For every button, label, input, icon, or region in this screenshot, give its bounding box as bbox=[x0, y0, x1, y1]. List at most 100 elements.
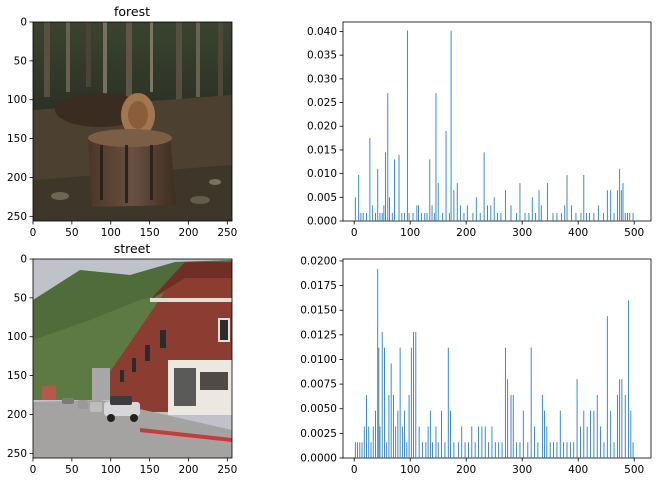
street-hist-xtick-label-0: 0 bbox=[351, 464, 358, 476]
street-hist-bar bbox=[399, 347, 401, 458]
forest-axis-xtick-label-1: 50 bbox=[65, 227, 78, 239]
forest-hist-bar bbox=[483, 152, 485, 221]
street-axis-xtick-label-4: 200 bbox=[178, 464, 198, 476]
street-hist-bar bbox=[359, 442, 361, 458]
forest-hist-bar bbox=[466, 205, 468, 221]
forest-hist-bar bbox=[588, 212, 590, 221]
forest-hist-bar bbox=[575, 212, 577, 221]
forest-hist-bar bbox=[510, 205, 512, 221]
forest-hist-bar bbox=[426, 212, 428, 221]
street-axis-xtick-label-0: 0 bbox=[30, 464, 37, 476]
street-axis-xtick-label-3: 150 bbox=[140, 464, 160, 476]
street-hist-bar bbox=[510, 394, 512, 458]
street-hist-bar bbox=[498, 442, 500, 458]
forest-hist-bar bbox=[627, 212, 628, 221]
forest-hist-bar bbox=[593, 212, 595, 221]
forest-hist-bar bbox=[404, 212, 406, 221]
street-hist-bar bbox=[381, 331, 383, 458]
street-hist-bar bbox=[530, 347, 532, 458]
forest-hist-bar bbox=[366, 212, 367, 221]
street-hist-bar bbox=[593, 410, 595, 458]
street-hist-bar bbox=[549, 442, 551, 458]
street-hist-bar bbox=[501, 442, 503, 458]
street-hist-bar bbox=[544, 410, 546, 458]
forest-hist-bar bbox=[632, 212, 634, 221]
street-hist-ytick-label-1: 0.0025 bbox=[300, 428, 337, 440]
forest-hist-bar bbox=[620, 190, 622, 221]
street-hist-bar bbox=[422, 442, 423, 458]
street-axis-xtick-label-5: 250 bbox=[217, 464, 237, 476]
forest-hist-bar bbox=[418, 205, 420, 221]
forest-hist-bar bbox=[602, 212, 604, 221]
street-hist-bar bbox=[453, 442, 455, 458]
forest-hist-bar bbox=[442, 212, 444, 221]
forest-hist-bar bbox=[552, 212, 554, 221]
forest-hist-bar bbox=[535, 212, 537, 221]
forest-hist-xtick-label-5: 500 bbox=[624, 227, 644, 239]
forest-hist-bar bbox=[412, 212, 414, 221]
street-hist-bar bbox=[519, 442, 521, 458]
street-hist-bar bbox=[569, 442, 571, 458]
forest-hist-ytick-label-8: 0.040 bbox=[307, 26, 337, 38]
street-hist-xtick-label-2: 200 bbox=[456, 464, 476, 476]
forest-hist-bar bbox=[524, 212, 526, 221]
street-hist-bar bbox=[432, 442, 434, 458]
street-axis-ytick-label-3: 150 bbox=[7, 370, 27, 382]
forest-hist-bar bbox=[398, 154, 400, 221]
forest-hist-bar bbox=[622, 183, 624, 221]
street-hist-bar bbox=[556, 442, 558, 458]
street-hist-bar bbox=[390, 363, 392, 458]
street-hist-bar bbox=[464, 442, 466, 458]
street-hist-bar bbox=[366, 394, 367, 458]
forest-hist-bar bbox=[564, 205, 566, 221]
street-axis-ytick-label-0: 0 bbox=[20, 254, 27, 266]
street-hist-bar bbox=[507, 379, 509, 458]
forest-hist-bar bbox=[369, 138, 371, 221]
street-hist-bar bbox=[630, 410, 632, 458]
street-hist-bar bbox=[457, 442, 459, 458]
street-hist-bar bbox=[368, 426, 370, 458]
street-hist-bar bbox=[461, 426, 463, 458]
street-hist-bar bbox=[413, 331, 414, 458]
forest-hist-bar bbox=[389, 197, 390, 221]
street-hist-bar bbox=[379, 426, 381, 458]
street-hist-ytick-label-4: 0.0100 bbox=[300, 354, 337, 366]
forest-hist-ytick-label-4: 0.020 bbox=[307, 121, 337, 133]
forest-hist-bar bbox=[504, 190, 506, 221]
street-hist-bar bbox=[534, 426, 535, 458]
forest-hist-bar bbox=[616, 190, 618, 221]
street-hist-bar bbox=[563, 442, 565, 458]
forest-hist-bar bbox=[424, 212, 426, 221]
street-axis-ytick-label-2: 100 bbox=[7, 331, 27, 343]
forest-hist-bar bbox=[391, 212, 393, 221]
forest-hist-bar bbox=[546, 183, 548, 221]
forest-hist-bar bbox=[566, 175, 568, 221]
street-hist-bar bbox=[484, 426, 486, 458]
forest-hist-bar bbox=[629, 212, 631, 221]
forest-axis-ytick-label-2: 100 bbox=[7, 94, 27, 106]
forest-hist-bar bbox=[516, 212, 518, 221]
street-axis-ytick-label-5: 250 bbox=[7, 448, 27, 460]
forest-hist-bar bbox=[385, 152, 386, 221]
forest-axis-ytick-label-1: 50 bbox=[14, 55, 27, 67]
street-hist-bar bbox=[553, 442, 554, 458]
street-hist-bar bbox=[437, 442, 439, 458]
forest-image-panel: forest bbox=[7, 4, 237, 239]
street-hist-bar bbox=[447, 347, 449, 458]
forest-photo bbox=[33, 22, 232, 221]
street-hist-bar bbox=[616, 394, 618, 458]
street-hist-bar bbox=[606, 316, 608, 458]
street-hist-xtick-label-5: 500 bbox=[624, 464, 644, 476]
forest-hist-bar bbox=[463, 212, 465, 221]
street-hist-bar bbox=[444, 442, 446, 458]
street-hist-bar bbox=[388, 394, 390, 458]
forest-hist-bar bbox=[435, 93, 437, 221]
forest-hist-bar bbox=[360, 212, 362, 221]
street-hist-ytick-label-0: 0.0000 bbox=[300, 453, 337, 465]
street-hist-bar bbox=[610, 410, 612, 458]
forest-hist-bar bbox=[372, 205, 374, 221]
street-hist-bar bbox=[537, 442, 539, 458]
street-hist-xtick-label-3: 300 bbox=[512, 464, 532, 476]
street-hist-bar bbox=[410, 347, 412, 458]
forest-hist-bar bbox=[519, 183, 521, 221]
